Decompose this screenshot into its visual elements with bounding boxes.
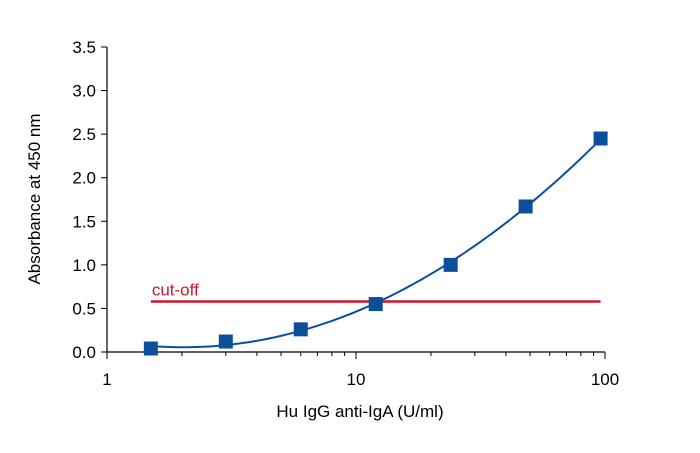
y-tick-label: 1.0 <box>72 256 96 275</box>
y-tick-label: 2.5 <box>72 125 96 144</box>
y-tick-label: 0.0 <box>72 343 96 362</box>
data-points <box>143 131 608 356</box>
data-point <box>443 257 458 272</box>
data-point <box>593 131 608 146</box>
x-axis-title: Hu IgG anti-IgA (U/ml) <box>276 402 443 421</box>
y-tick-label: 3.0 <box>72 82 96 101</box>
data-point <box>518 199 533 214</box>
fit-curve <box>150 138 602 349</box>
y-tick-label: 0.5 <box>72 299 96 318</box>
data-point <box>368 297 383 312</box>
cutoff-label: cut-off <box>152 280 199 299</box>
x-tick-label: 10 <box>347 370 366 389</box>
data-point <box>293 322 308 337</box>
y-tick-label: 1.5 <box>72 212 96 231</box>
x-tick-label: 1 <box>102 370 111 389</box>
tick-labels: 0.0 0.5 1.0 1.5 2.0 2.5 3.0 3.5 1 10 100 <box>72 38 619 389</box>
y-tick-label: 2.0 <box>72 169 96 188</box>
axis-ticks <box>101 46 606 359</box>
data-point <box>143 341 158 356</box>
y-tick-label: 3.5 <box>72 38 96 57</box>
y-axis-title: Absorbance at 450 nm <box>25 113 44 284</box>
x-tick-label: 100 <box>591 370 619 389</box>
data-point <box>218 334 233 349</box>
